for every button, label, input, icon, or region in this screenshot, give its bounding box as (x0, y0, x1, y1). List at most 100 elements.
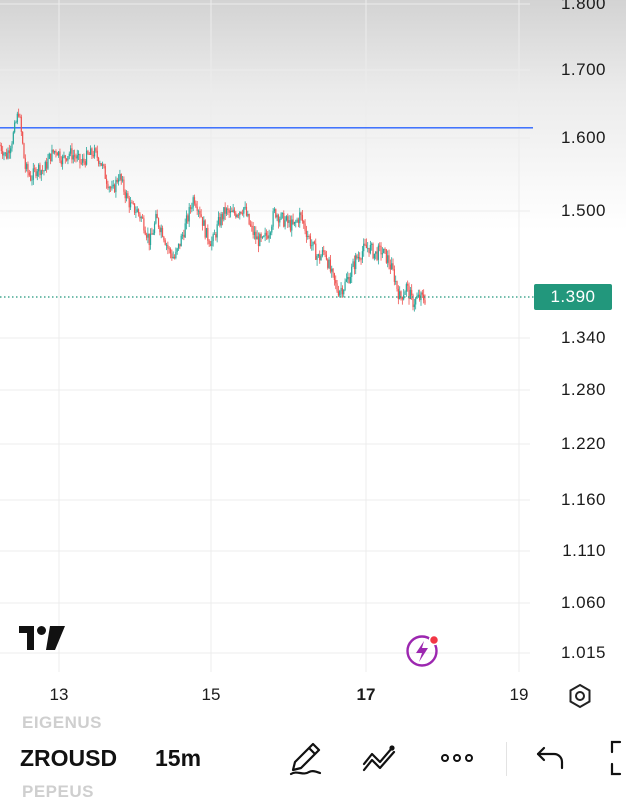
candle-body (248, 214, 250, 225)
pen-icon[interactable] (287, 740, 323, 776)
candle-body (393, 269, 395, 282)
bolt-icon[interactable] (405, 634, 439, 668)
candle-body (408, 285, 410, 300)
candle-body (60, 160, 62, 165)
price-tick-label: 1.160 (560, 490, 606, 509)
candle-body (264, 232, 266, 237)
candle-body (153, 223, 156, 234)
candle-body (304, 223, 306, 231)
candle-body (285, 216, 288, 221)
candle-body (112, 184, 114, 187)
candle-body (319, 254, 321, 261)
candle-body (19, 116, 21, 118)
candle-body (388, 255, 390, 265)
candle-body (108, 187, 110, 189)
more-dots-icon[interactable] (440, 740, 476, 776)
fullscreen-icon[interactable] (604, 740, 626, 776)
candle-body (148, 233, 150, 246)
candle-body (261, 236, 264, 238)
candle-body (360, 259, 362, 261)
undo-icon[interactable] (532, 740, 568, 776)
candle-body (116, 179, 118, 182)
next-symbol[interactable]: PEPEUS (22, 782, 94, 801)
price-tick-label: 1.220 (560, 434, 606, 453)
candle-body (131, 202, 133, 204)
candle-body (8, 150, 10, 154)
candle-body (7, 150, 9, 159)
candle-body (58, 151, 60, 156)
candle-body (128, 198, 130, 208)
candle-body (105, 178, 108, 184)
candle-body (399, 291, 401, 300)
candle-body (216, 224, 218, 238)
candle-body (184, 223, 186, 238)
candle-body (396, 281, 398, 289)
candle-body (87, 150, 89, 154)
candle-body (82, 158, 84, 163)
candle-body (92, 155, 94, 157)
candle-body (51, 149, 53, 162)
candle-body (100, 163, 102, 166)
candle-body (59, 151, 61, 161)
candle-body (363, 243, 365, 252)
candle-body (257, 236, 260, 246)
candle-body (66, 158, 68, 161)
price-chart[interactable] (0, 0, 626, 712)
candle-body (195, 203, 197, 207)
candle-body (121, 179, 124, 181)
toolbar-divider (506, 742, 507, 776)
candle-body (140, 217, 142, 219)
candle-body (15, 122, 17, 124)
candle-body (307, 236, 309, 238)
candle-body (180, 235, 182, 247)
candle-body (367, 247, 369, 249)
candle-body (245, 206, 248, 216)
candle-body (169, 248, 172, 254)
candle-body (46, 162, 48, 169)
candle-body (10, 148, 12, 154)
candle-body (40, 170, 42, 176)
candle-body (325, 254, 328, 260)
interval-button[interactable]: 15m (155, 745, 202, 771)
candle-body (221, 214, 224, 220)
candle-body (243, 207, 245, 214)
candle-body (347, 276, 349, 280)
candle-body (404, 291, 406, 295)
chart-area[interactable] (0, 0, 626, 712)
candle-body (175, 251, 177, 259)
candle-body (34, 168, 36, 170)
candle-body (353, 261, 355, 270)
candle-body (281, 212, 284, 214)
candle-body (200, 214, 202, 217)
candle-body (272, 211, 274, 227)
symbol-name[interactable]: ZROUSD (20, 745, 118, 771)
candle-body (173, 256, 176, 259)
candle-body (277, 215, 280, 223)
candle-body (123, 179, 125, 192)
candle-body (117, 179, 120, 182)
candle-body (341, 287, 343, 295)
candle-body (115, 179, 117, 193)
candle-body (225, 208, 228, 214)
trend-lines-icon[interactable] (362, 740, 398, 776)
candle-body (383, 248, 385, 254)
candle-body (327, 259, 329, 268)
candle-body (273, 209, 276, 212)
candle-body (256, 236, 258, 240)
candle-body (133, 203, 136, 213)
candle-body (127, 193, 129, 199)
candle-body (163, 236, 165, 241)
candle-body (287, 216, 289, 223)
candle-body (376, 251, 378, 260)
candle-body (421, 292, 423, 295)
previous-symbol[interactable]: EIGENUS (22, 713, 103, 732)
candle-body (232, 209, 234, 212)
candle-body (381, 253, 383, 255)
candle-body (276, 215, 278, 218)
candle-body (119, 174, 121, 180)
candle-body (309, 236, 312, 247)
settings-icon[interactable] (566, 682, 594, 710)
candle-body (339, 291, 341, 296)
candle-body (235, 213, 237, 218)
candle-body (187, 215, 189, 222)
